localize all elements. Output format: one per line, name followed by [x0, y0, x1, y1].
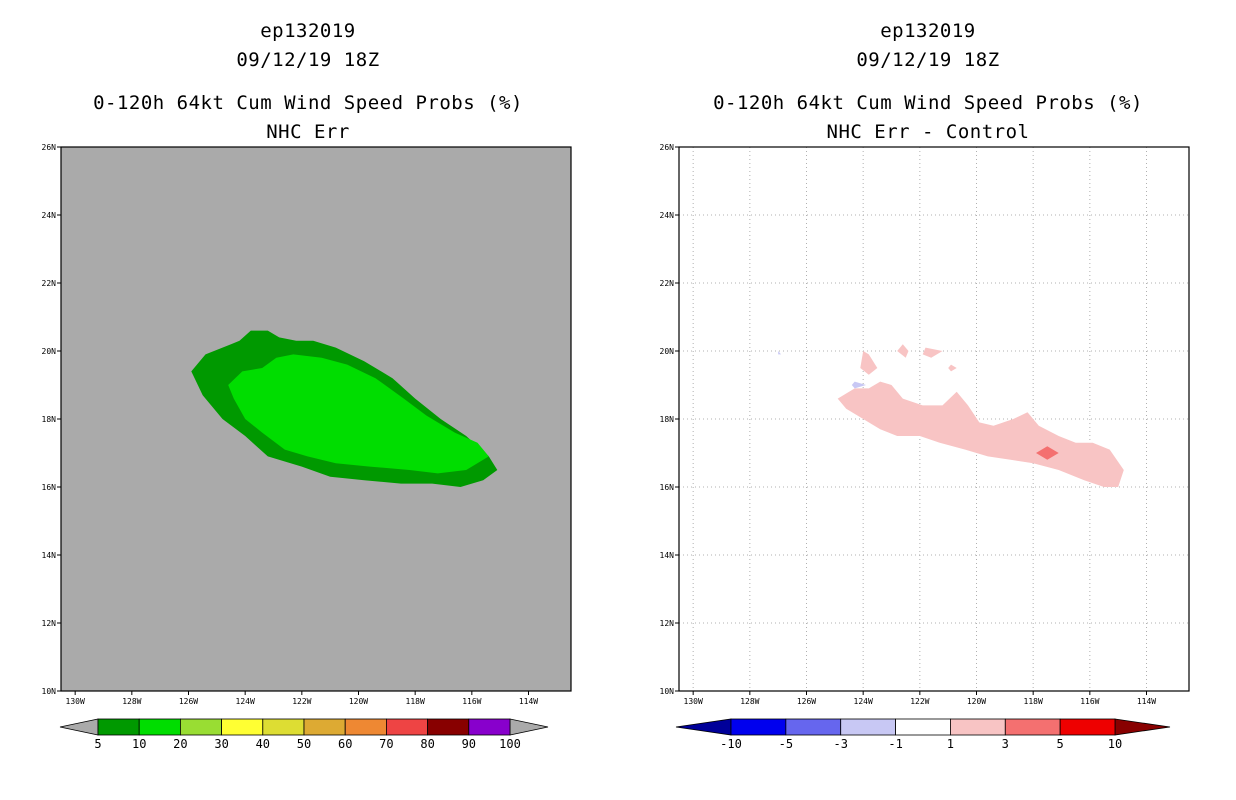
left-tick-label-lon-118W: 118W [406, 697, 425, 706]
left-colorbar-label-6: 60 [338, 737, 352, 751]
right-tick-label-lat-24N: 24N [660, 211, 675, 220]
right-contour-region-4 [948, 364, 957, 372]
right-colorbar-label-3: -1 [888, 737, 902, 751]
left-title-time: 09/12/19 18Z [236, 49, 379, 71]
right-title-product: 0-120h 64kt Cum Wind Speed Probs (%) [713, 92, 1143, 114]
left-tick-label-lat-20N: 20N [42, 347, 57, 356]
right-colorbar-segment-0 [730, 718, 787, 736]
right-tick-label-lon-118W: 118W [1024, 697, 1043, 706]
right-tick-label-lon-130W: 130W [684, 697, 703, 706]
left-colorbar-segment-1 [138, 718, 181, 736]
right-tick-label-lat-10N: 10N [660, 687, 675, 696]
left-colorbar-label-9: 90 [462, 737, 476, 751]
right-map: 130W 128W 126W 124W 122W 120W 118W 116W 114W 10N 1… [660, 143, 1190, 706]
right-contour-region-1 [860, 351, 878, 375]
left-colorbar-over-arrow [509, 718, 549, 736]
left-tick-label-lat-18N: 18N [42, 415, 57, 424]
right-tick-label-lon-120W: 120W [967, 697, 986, 706]
right-title-time: 09/12/19 18Z [856, 49, 999, 71]
right-title-subtitle: NHC Err - Control [827, 121, 1030, 143]
left-colorbar-label-3: 30 [214, 737, 228, 751]
right-colorbar-segment-4 [950, 718, 1006, 736]
left-map: 130W 128W 126W 124W 122W 120W 118W 116W 114W 10N 1… [42, 143, 572, 706]
left-colorbar-label-10: 100 [499, 737, 521, 751]
right-colorbar-under-arrow [675, 718, 732, 736]
left-colorbar-segment-5 [303, 718, 346, 736]
left-tick-label-lon-130W: 130W [66, 697, 85, 706]
right-colorbar-label-1: -5 [779, 737, 793, 751]
right-contour-region-2 [897, 344, 909, 358]
left-tick-label-lon-124W: 124W [236, 697, 255, 706]
left-colorbar-label-8: 80 [420, 737, 434, 751]
right-contour-region-7 [778, 351, 781, 355]
left-colorbar-segment-8 [427, 718, 470, 736]
right-tick-label-lon-126W: 126W [797, 697, 816, 706]
left-colorbar-segment-0 [97, 718, 140, 736]
left-colorbar-label-5: 50 [297, 737, 311, 751]
right-tick-label-lat-14N: 14N [660, 551, 675, 560]
right-colorbar-segment-6 [1059, 718, 1116, 736]
left-colorbar-label-0: 5 [94, 737, 101, 751]
left-tick-label-lat-22N: 22N [42, 279, 57, 288]
left-tick-label-lat-12N: 12N [42, 619, 57, 628]
right-contour-region-6 [851, 381, 866, 389]
right-tick-label-lon-128W: 128W [740, 697, 759, 706]
left-colorbar-segment-6 [344, 718, 387, 736]
left-tick-label-lon-114W: 114W [519, 697, 538, 706]
left-tick-label-lon-116W: 116W [462, 697, 481, 706]
left-tick-label-lat-26N: 26N [42, 143, 57, 152]
left-title-subtitle: NHC Err [266, 121, 350, 143]
right-colorbar-label-2: -3 [833, 737, 847, 751]
left-tick-label-lon-120W: 120W [349, 697, 368, 706]
right-tick-label-lon-114W: 114W [1137, 697, 1156, 706]
right-contour-region-0 [837, 381, 1124, 487]
right-colorbar-segment-5 [1004, 718, 1061, 736]
right-title-block: ep132019 09/12/19 18Z 0-120h 64kt Cum Wi… [713, 20, 1143, 143]
right-colorbar-label-5: 3 [1002, 737, 1009, 751]
right-colorbar-over-arrow [1114, 718, 1171, 736]
left-contour-region-1 [228, 354, 489, 474]
left-colorbar-label-1: 10 [132, 737, 146, 751]
right-colorbar: -10 -5 -3 -1 1 3 5 10 [675, 718, 1171, 751]
left-colorbar-under-arrow [59, 718, 99, 736]
right-colorbar-label-6: 5 [1057, 737, 1064, 751]
left-colorbar-label-2: 20 [173, 737, 187, 751]
left-colorbar-segment-2 [179, 718, 222, 736]
left-title-block: ep132019 09/12/19 18Z 0-120h 64kt Cum Wi… [93, 20, 523, 143]
left-colorbar-label-4: 40 [256, 737, 270, 751]
right-tick-label-lon-122W: 122W [910, 697, 929, 706]
left-tick-label-lon-128W: 128W [122, 697, 141, 706]
right-tick-label-lat-12N: 12N [660, 619, 675, 628]
right-tick-label-lat-16N: 16N [660, 483, 675, 492]
right-title-storm: ep132019 [880, 20, 976, 42]
right-colorbar-segment-3 [895, 718, 951, 736]
right-colorbar-label-4: 1 [947, 737, 954, 751]
right-tick-label-lat-26N: 26N [660, 143, 675, 152]
left-tick-label-lat-16N: 16N [42, 483, 57, 492]
left-tick-label-lat-10N: 10N [42, 687, 57, 696]
left-title-storm: ep132019 [260, 20, 356, 42]
left-colorbar-segment-4 [262, 718, 305, 736]
right-colorbar-segment-2 [840, 718, 896, 736]
right-tick-label-lat-20N: 20N [660, 347, 675, 356]
left-tick-label-lon-126W: 126W [179, 697, 198, 706]
left-tick-label-lat-14N: 14N [42, 551, 57, 560]
left-colorbar-label-7: 70 [379, 737, 393, 751]
left-tick-label-lon-122W: 122W [292, 697, 311, 706]
left-colorbar-segment-9 [468, 718, 511, 736]
right-tick-label-lat-22N: 22N [660, 279, 675, 288]
right-tick-label-lat-18N: 18N [660, 415, 675, 424]
left-colorbar-segment-7 [385, 718, 428, 736]
right-colorbar-label-0: -10 [720, 737, 742, 751]
right-tick-label-lon-116W: 116W [1080, 697, 1099, 706]
right-colorbar-segment-1 [785, 718, 842, 736]
left-title-product: 0-120h 64kt Cum Wind Speed Probs (%) [93, 92, 523, 114]
left-colorbar: 5 10 20 30 40 50 60 70 80 90 100 [59, 718, 549, 751]
right-contour-region-5 [1036, 446, 1059, 460]
right-tick-label-lon-124W: 124W [854, 697, 873, 706]
left-tick-label-lat-24N: 24N [42, 211, 57, 220]
right-colorbar-label-7: 10 [1108, 737, 1122, 751]
left-colorbar-segment-3 [221, 718, 264, 736]
right-contour-region-3 [922, 347, 943, 358]
